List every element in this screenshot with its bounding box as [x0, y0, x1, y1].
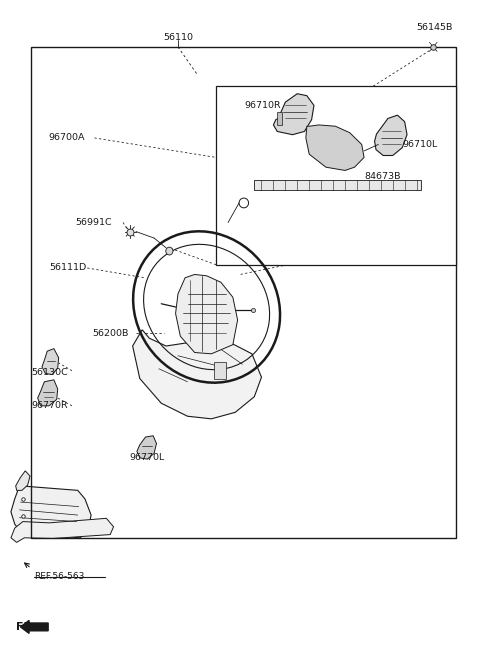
Polygon shape: [16, 471, 30, 490]
Bar: [31, 47, 456, 538]
Polygon shape: [132, 330, 262, 419]
Polygon shape: [137, 436, 156, 459]
Text: 56991C: 56991C: [75, 218, 112, 227]
Polygon shape: [214, 362, 226, 379]
Polygon shape: [42, 349, 59, 375]
Text: 96700A: 96700A: [48, 133, 84, 142]
Ellipse shape: [166, 247, 173, 255]
Text: 56110: 56110: [163, 33, 193, 42]
Text: FR.: FR.: [16, 622, 36, 632]
Polygon shape: [11, 518, 114, 543]
Polygon shape: [374, 115, 407, 155]
Text: 56111D: 56111D: [49, 263, 86, 272]
Polygon shape: [274, 94, 314, 135]
Text: 56130C: 56130C: [31, 368, 68, 377]
FancyArrow shape: [21, 620, 48, 633]
Text: 56145B: 56145B: [417, 23, 453, 32]
Text: 96770R: 96770R: [31, 402, 68, 410]
Text: 96770L: 96770L: [129, 453, 165, 462]
Text: 84673B: 84673B: [364, 172, 401, 182]
Bar: [216, 86, 456, 264]
Text: 96710R: 96710R: [245, 101, 281, 110]
Polygon shape: [254, 180, 421, 190]
Text: 96710L: 96710L: [402, 140, 437, 149]
Text: 56200B: 56200B: [92, 328, 129, 338]
Polygon shape: [11, 486, 91, 538]
Polygon shape: [306, 125, 364, 170]
Polygon shape: [176, 274, 238, 354]
Text: REF.56-563: REF.56-563: [34, 572, 84, 581]
Polygon shape: [277, 112, 282, 125]
Polygon shape: [37, 380, 58, 406]
